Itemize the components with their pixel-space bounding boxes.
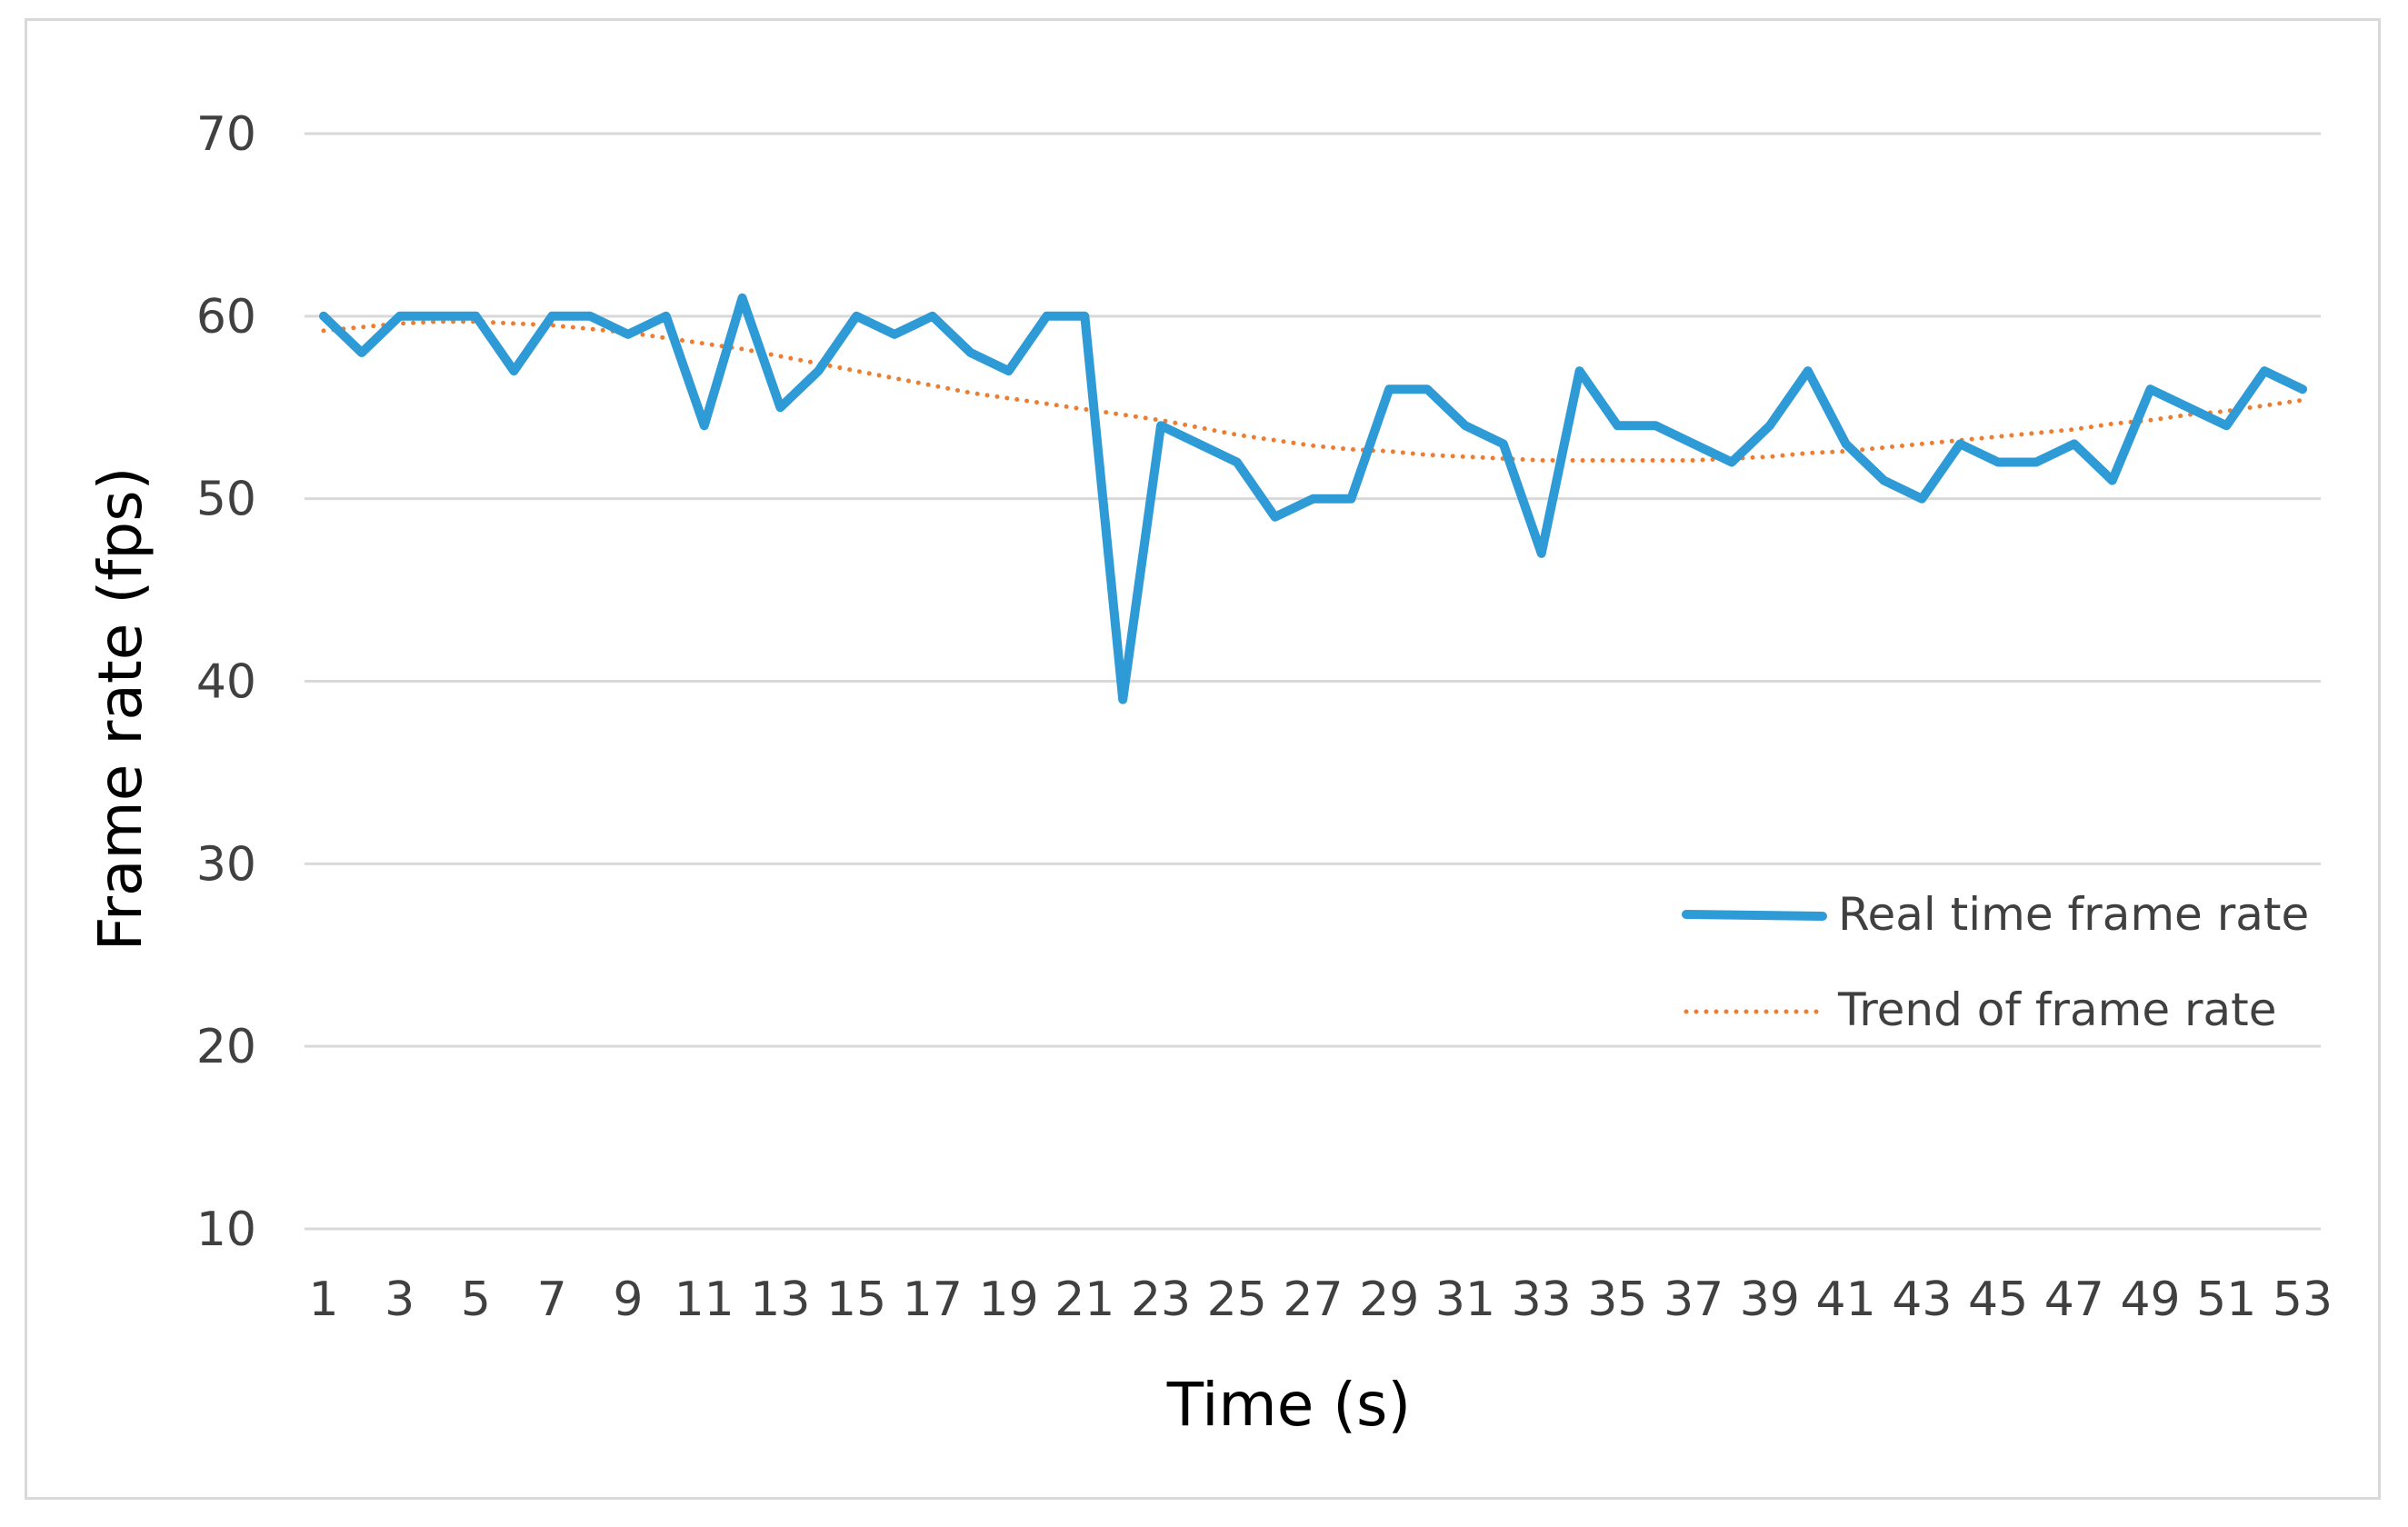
x-axis-title: Time (s) — [1166, 1370, 1411, 1440]
x-tick-label-17: 17 — [903, 1272, 963, 1327]
chart-frame — [25, 18, 2381, 1500]
x-tick-label-31: 31 — [1435, 1272, 1495, 1327]
y-tick-label-60: 60 — [196, 290, 256, 344]
x-tick-label-47: 47 — [2044, 1272, 2104, 1327]
x-tick-label-45: 45 — [1968, 1272, 2028, 1327]
y-tick-label-70: 70 — [196, 107, 256, 162]
x-tick-label-43: 43 — [1892, 1272, 1952, 1327]
legend: Real time frame rate Trend of frame rate — [1682, 888, 2309, 1036]
x-tick-label-21: 21 — [1054, 1272, 1114, 1327]
x-tick-label-51: 51 — [2196, 1272, 2256, 1327]
y-axis-title: Frame rate (fps) — [85, 467, 155, 952]
series-line-trend — [321, 319, 2305, 463]
x-tick-label-33: 33 — [1512, 1272, 1572, 1327]
series-lines — [319, 293, 2307, 704]
series-line-real-time — [319, 293, 2307, 704]
x-tick-label-35: 35 — [1587, 1272, 1647, 1327]
y-tick-label-50: 50 — [196, 473, 256, 527]
x-tick-label-25: 25 — [1207, 1272, 1267, 1327]
x-tick-label-53: 53 — [2273, 1272, 2333, 1327]
legend-label-trend: Trend of frame rate — [1837, 983, 2277, 1036]
y-axis-tick-labels: 10 20 30 40 50 60 70 — [196, 107, 256, 1257]
x-tick-label-11: 11 — [674, 1272, 734, 1327]
x-tick-label-5: 5 — [461, 1272, 491, 1327]
legend-swatch-real-time — [1682, 910, 1827, 921]
x-tick-label-1: 1 — [308, 1272, 338, 1327]
x-axis-tick-labels: 1 3 5 7 9 11 13 15 17 19 21 23 25 27 29 31 33 35 37 39 41 43 4… — [308, 1272, 2333, 1327]
y-tick-label-40: 40 — [196, 655, 256, 710]
x-tick-label-37: 37 — [1664, 1272, 1724, 1327]
x-tick-label-23: 23 — [1131, 1272, 1191, 1327]
y-tick-label-10: 10 — [196, 1203, 256, 1257]
x-tick-label-49: 49 — [2120, 1272, 2180, 1327]
x-tick-label-3: 3 — [385, 1272, 415, 1327]
x-tick-label-27: 27 — [1283, 1272, 1343, 1327]
x-tick-label-19: 19 — [978, 1272, 1038, 1327]
x-tick-label-9: 9 — [613, 1272, 643, 1327]
y-tick-label-20: 20 — [196, 1020, 256, 1074]
gridlines — [305, 132, 2321, 1231]
x-tick-label-29: 29 — [1359, 1272, 1419, 1327]
x-tick-label-39: 39 — [1740, 1272, 1800, 1327]
legend-label-real-time: Real time frame rate — [1838, 888, 2309, 941]
x-tick-label-41: 41 — [1816, 1272, 1876, 1327]
x-tick-label-13: 13 — [750, 1272, 810, 1327]
x-tick-label-15: 15 — [826, 1272, 886, 1327]
x-tick-label-7: 7 — [537, 1272, 567, 1327]
y-tick-label-30: 30 — [196, 837, 256, 892]
